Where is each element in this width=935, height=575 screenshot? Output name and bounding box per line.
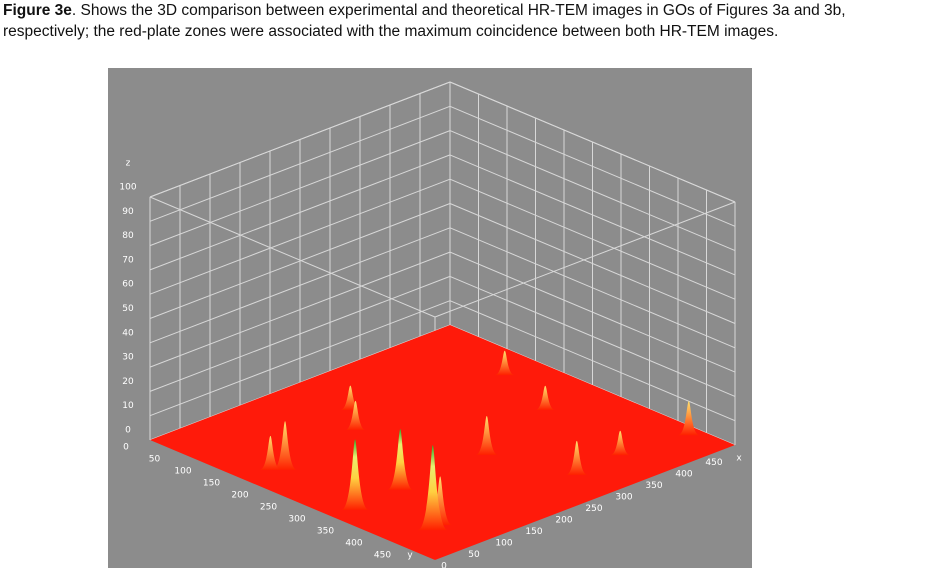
- peak: [273, 421, 298, 470]
- y-axis-label: y: [407, 551, 413, 561]
- frame-line: [449, 81, 736, 203]
- frame-line: [149, 196, 436, 318]
- caption: Figure 3e. Shows the 3D comparison betwe…: [3, 0, 933, 42]
- peak: [345, 400, 366, 430]
- z-axis-label: z: [126, 159, 131, 169]
- surface-plane: [150, 325, 735, 560]
- frame-line: [149, 81, 451, 198]
- frame-line: [434, 201, 736, 318]
- z-tick-label: 10: [122, 401, 134, 411]
- grid-line: [449, 178, 736, 300]
- z-tick-label: 100: [119, 183, 136, 193]
- y-tick-label: 200: [231, 491, 248, 501]
- peak: [475, 415, 498, 455]
- grid-line: [149, 105, 451, 222]
- peak: [387, 429, 414, 490]
- y-tick-label: 0: [123, 443, 129, 453]
- grid-line: [449, 275, 736, 397]
- x-axis-label: x: [736, 454, 742, 464]
- x-tick-label: 350: [645, 481, 662, 491]
- grid-line: [449, 300, 736, 422]
- z-tick-label: 80: [122, 231, 134, 241]
- grid-line: [149, 275, 451, 392]
- x-tick-label: 100: [495, 539, 512, 549]
- peak: [678, 401, 700, 436]
- grid-line: [149, 178, 451, 295]
- z-tick-label: 50: [122, 304, 134, 314]
- grid-line: [449, 203, 736, 324]
- grid-line: [449, 251, 736, 373]
- x-tick-label: 450: [705, 458, 722, 468]
- y-tick-label: 350: [317, 527, 334, 537]
- grid-line: [149, 227, 451, 344]
- x-tick-label: 150: [525, 527, 542, 537]
- peak: [428, 476, 453, 526]
- x-tick-label: 250: [585, 504, 602, 514]
- grid-line: [149, 130, 451, 247]
- grid-line: [149, 300, 451, 417]
- x-tick-label: 50: [468, 550, 480, 560]
- peak: [341, 439, 369, 510]
- z-tick-label: 0: [125, 426, 131, 436]
- caption-text: . Shows the 3D comparison between experi…: [3, 2, 846, 40]
- grid-line: [149, 203, 451, 319]
- y-tick-label: 450: [374, 551, 391, 561]
- peak: [610, 430, 631, 456]
- grid-line: [149, 251, 451, 368]
- x-tick-label: 200: [555, 516, 572, 526]
- y-tick-label: 50: [149, 455, 161, 465]
- z-tick-label: 90: [122, 207, 134, 217]
- grid-line: [449, 130, 736, 252]
- peak: [566, 440, 588, 475]
- z-tick-label: 20: [122, 377, 134, 387]
- y-tick-label: 100: [174, 467, 191, 477]
- y-tick-label: 150: [203, 479, 220, 489]
- x-tick-label: 300: [615, 493, 632, 503]
- z-tick-label: 70: [122, 255, 134, 265]
- z-tick-label: 60: [122, 280, 134, 290]
- figure-label: Figure 3e: [3, 2, 72, 19]
- peak: [494, 350, 515, 376]
- y-tick-label: 250: [260, 503, 277, 513]
- y-tick-label: 400: [345, 539, 362, 549]
- x-tick-label: 400: [675, 470, 692, 480]
- z-tick-label: 30: [122, 353, 134, 363]
- peak: [340, 385, 361, 410]
- peak: [417, 445, 448, 531]
- grid-line: [449, 154, 736, 276]
- peak: [259, 435, 282, 470]
- z-tick-label: 40: [122, 328, 134, 338]
- y-tick-label: 300: [288, 515, 305, 525]
- grid-line: [149, 154, 451, 271]
- peak: [535, 385, 556, 410]
- x-tick-label: 0: [441, 562, 447, 572]
- grid-line: [449, 227, 736, 349]
- grid-line: [449, 105, 736, 227]
